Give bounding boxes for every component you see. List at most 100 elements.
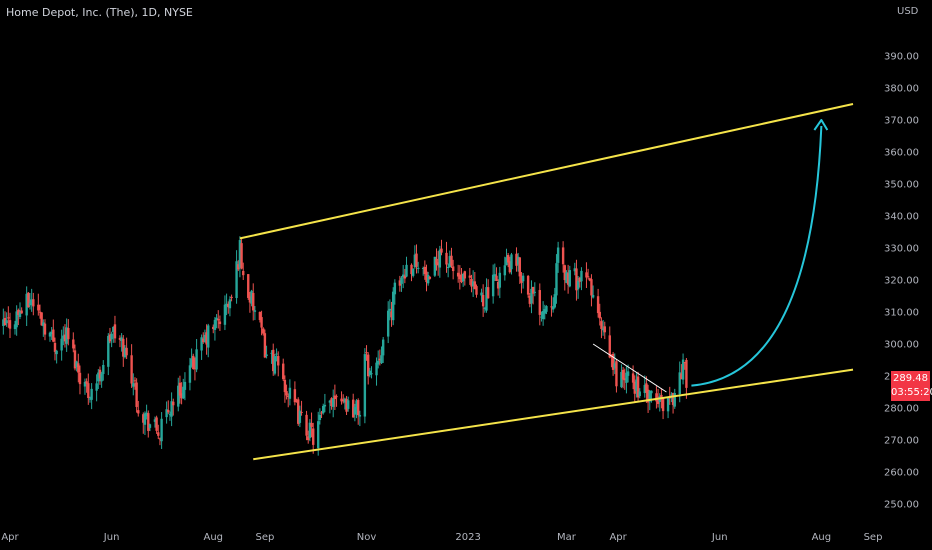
candle [88,396,92,403]
candle [340,391,343,405]
candle-body [555,263,558,296]
candle [330,397,333,410]
candle-body [230,296,233,298]
candle-body [90,388,93,400]
candle-body [516,256,520,265]
candle [448,250,452,268]
x-tick-label: Sep [255,532,274,543]
candle [461,272,465,287]
candle [143,411,147,435]
candle-body [248,296,252,303]
candle-body [678,372,681,395]
candle [110,331,113,348]
candle-body [195,349,198,370]
candle-body [496,282,500,289]
candle-body [613,363,616,369]
candle-body [52,329,55,342]
candle-body [42,322,45,327]
candle-body [480,292,483,296]
candle [188,357,192,391]
candle [363,348,367,424]
candle [283,375,287,403]
candle [428,276,432,280]
candle-body [252,292,255,311]
candle-body [27,292,30,308]
candle [260,310,263,336]
candle [463,270,467,286]
candle [193,357,197,381]
candle-body [53,342,57,352]
candle [458,265,462,290]
candle-body [312,428,315,445]
candle [603,321,606,340]
candle-body [380,355,383,364]
candle [611,352,615,376]
candle-body [28,302,32,306]
candle [342,394,345,404]
candle [28,293,32,310]
candle [491,264,495,304]
candle [435,248,438,271]
candle [573,262,576,276]
candle-body [386,310,390,337]
annotations-layer [239,103,854,461]
candle-body [78,372,82,385]
candle [135,378,138,413]
candle-body [130,355,133,384]
candle-body [413,254,417,268]
candle [120,333,123,352]
candle [298,405,302,428]
candle [636,371,640,402]
candle-body [671,393,675,405]
candle-body [125,347,128,356]
candle-body [468,275,472,278]
candle [508,256,512,274]
candle-body [285,391,288,396]
candle-body [445,252,448,265]
candle-body [520,276,523,283]
x-tick-label: Jun [711,532,728,543]
candle-body [470,279,473,287]
candle-body [528,295,532,304]
candle-body [258,311,262,321]
candle-body [485,287,488,311]
candle [5,312,8,327]
candle [456,264,460,283]
candle-body [585,272,588,278]
y-tick-label: 260.00 [884,468,919,479]
candle-body [323,404,327,407]
candle-body [168,414,172,416]
candle-body [167,409,170,413]
candle-body [623,378,626,381]
candle [468,267,472,285]
candle-body [262,328,265,334]
candle [683,361,686,370]
candle [8,312,12,339]
candle-body [586,276,590,278]
candle-body [242,270,245,276]
candle-body [561,247,565,265]
candle-body [473,281,477,289]
y-tick-label: 370.00 [884,116,919,127]
candle-body [481,294,485,307]
candle-body [521,275,525,282]
candle [142,412,145,434]
candle-body [656,399,660,404]
candle-body [218,321,222,325]
candle-body [575,268,578,291]
candle-body [213,319,217,330]
candle [332,389,335,418]
candle [2,308,5,335]
candle [623,368,626,390]
candle [515,247,518,272]
candle [17,308,20,326]
candle-body [310,422,313,427]
chart-title: Home Depot, Inc. (The), 1D, NYSE [6,6,193,19]
candle-body [510,254,513,270]
candle [147,410,150,438]
candle-body [98,369,102,379]
candle [195,339,198,373]
candle-body [100,373,103,382]
